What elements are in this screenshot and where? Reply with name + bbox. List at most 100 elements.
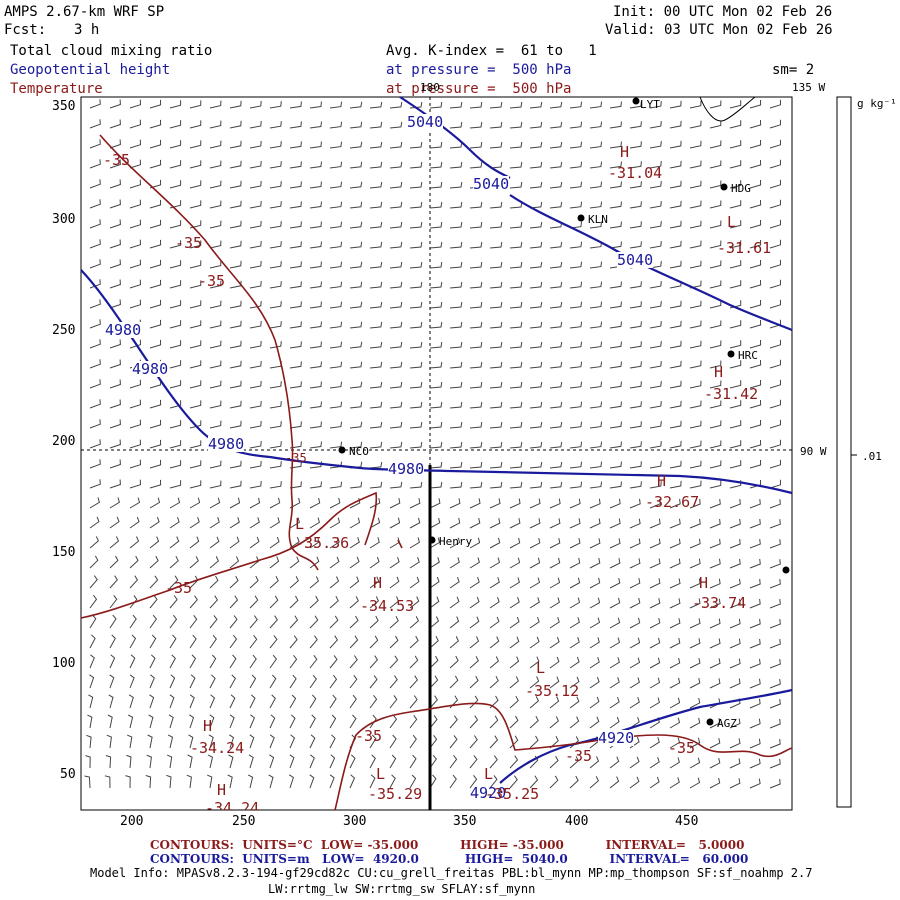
wind-barb [449, 517, 461, 529]
wind-barb [429, 222, 443, 229]
wind-barb [649, 141, 662, 149]
wind-barb [409, 342, 423, 349]
wind-barb [709, 498, 721, 509]
pressure-center-value: -31.61 [717, 239, 772, 257]
wind-barb [409, 282, 423, 289]
wind-barb [729, 738, 741, 749]
wind-barb [609, 281, 622, 289]
wind-barb [549, 161, 563, 169]
wind-barb [309, 694, 317, 709]
wind-barb [529, 241, 543, 249]
lon-label-90w: 90 W [800, 445, 827, 458]
wind-barb [749, 279, 762, 289]
wind-barb [169, 497, 181, 509]
wind-barb [649, 441, 662, 449]
wind-barb [689, 300, 702, 309]
wind-barb [429, 596, 440, 609]
wind-barb [289, 714, 296, 729]
wind-barb [129, 139, 142, 149]
wind-barb [569, 577, 581, 589]
wind-barb [129, 479, 142, 489]
wind-barb [589, 696, 600, 709]
wind-barb [389, 615, 399, 629]
pressure-center-type: L [376, 765, 386, 783]
wind-barb [669, 400, 682, 409]
wind-barb [749, 319, 762, 329]
wind-barb [229, 556, 240, 569]
wind-barb [369, 421, 383, 429]
wind-barb [127, 714, 134, 729]
wind-barb [429, 182, 443, 189]
wind-barb [109, 219, 121, 229]
wind-barb [269, 694, 276, 709]
wind-barb [549, 101, 563, 109]
wind-barb [369, 754, 376, 769]
wind-barb [449, 242, 463, 249]
wind-barb [189, 200, 202, 209]
height-label: 4920 [470, 784, 507, 802]
station-agz-dot [706, 718, 714, 726]
wind-barb [649, 381, 662, 389]
wind-barb [129, 99, 142, 109]
smoothing: sm= 2 [772, 62, 815, 78]
wind-barb [289, 241, 302, 249]
wind-barb [329, 341, 343, 349]
wind-barb [549, 301, 563, 309]
wind-barb [649, 301, 662, 309]
wind-barb [309, 421, 322, 429]
wind-barb [769, 299, 782, 309]
wind-barb [689, 100, 702, 109]
wind-barb [129, 674, 135, 689]
wind-barb [649, 578, 661, 589]
wind-barb [469, 577, 480, 589]
wind-barb [269, 301, 282, 309]
wind-barb [109, 575, 118, 589]
x-tick: 400 [565, 814, 589, 829]
wind-barb [669, 120, 682, 129]
station-edge-dot [782, 566, 790, 574]
temp-label: -35 [565, 747, 593, 765]
wind-barb [489, 755, 498, 769]
wind-barb [309, 517, 320, 529]
wind-barb [149, 694, 155, 709]
wind-barb [169, 555, 179, 569]
wind-barb [129, 595, 138, 609]
wind-barb [669, 618, 681, 629]
wind-barb [769, 519, 781, 529]
wind-barb [509, 361, 523, 369]
wind-barb [569, 361, 583, 369]
wind-barb [209, 460, 222, 469]
wind-barb [209, 180, 222, 189]
wind-barb [429, 422, 443, 429]
wind-barb [169, 400, 182, 409]
wind-barb [729, 578, 741, 589]
wind-barb [449, 482, 463, 489]
wind-barb [429, 202, 443, 209]
wind-barb [209, 160, 222, 169]
wind-barb [429, 655, 439, 669]
wind-barb [629, 461, 642, 469]
y-tick: 350 [52, 99, 76, 114]
wind-barb [329, 301, 343, 309]
wind-barb [289, 401, 302, 409]
wind-barb [269, 421, 282, 429]
wind-barb [329, 241, 343, 249]
wind-barb [609, 441, 622, 449]
wind-barb [569, 518, 581, 529]
wind-barb [169, 674, 176, 689]
pressure-center-value: -34.53 [360, 597, 415, 615]
wind-barb [269, 536, 280, 549]
wind-barb [689, 737, 701, 749]
wind-barb [84, 775, 91, 789]
wind-barb [649, 261, 662, 269]
wind-barb [649, 518, 661, 529]
height-label: 5040 [473, 175, 510, 193]
wind-barb [249, 694, 256, 709]
temp-label: -35 [165, 579, 193, 597]
wind-barb [109, 555, 119, 569]
wind-barb [109, 159, 121, 169]
wind-barb [749, 459, 762, 469]
wind-barb [729, 220, 742, 229]
wind-barb [309, 734, 316, 749]
wind-barb [349, 321, 363, 329]
